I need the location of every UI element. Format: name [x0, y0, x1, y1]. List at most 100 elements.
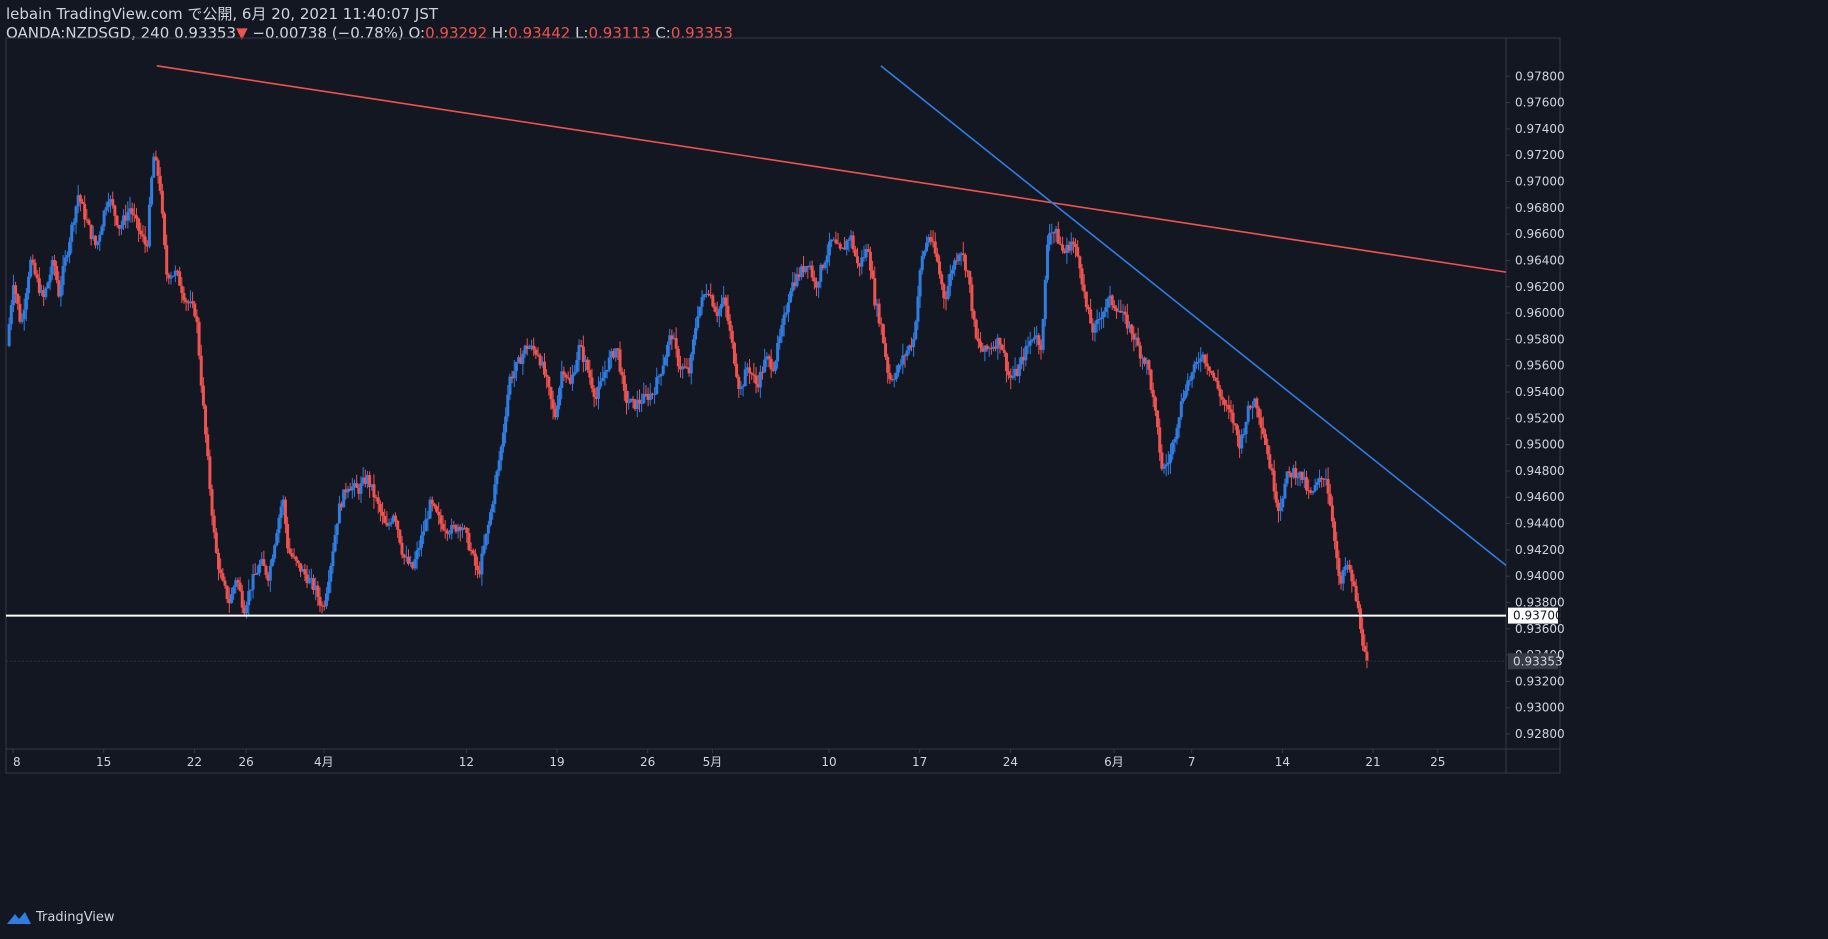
candle-down [1156, 410, 1160, 428]
candle-down [1361, 629, 1365, 646]
candle-down [549, 387, 553, 400]
candle-down [612, 351, 616, 358]
candle-up [668, 335, 672, 345]
candle-up [1283, 483, 1287, 499]
candle-down [368, 475, 372, 488]
candle-down [1037, 335, 1041, 346]
candle-down [761, 371, 765, 373]
candle-up [739, 387, 743, 389]
candle-down [625, 390, 629, 403]
candle-down [1235, 425, 1239, 436]
candle-up [24, 293, 28, 310]
candle-up [521, 353, 525, 364]
candle-down [536, 354, 540, 356]
candle-up [1181, 398, 1185, 402]
candle-up [1013, 368, 1017, 376]
candle-down [963, 255, 967, 271]
candle-down [1056, 228, 1060, 244]
candle-down [622, 375, 626, 391]
chart-axes [5, 37, 1561, 774]
y-tick-label: 0.93000 [1515, 701, 1565, 715]
candle-up [892, 379, 896, 381]
candle-up [504, 416, 508, 433]
candle-down [633, 399, 637, 410]
candle-down [814, 281, 818, 288]
candle-down [853, 249, 857, 257]
x-tick-label: 7 [1188, 755, 1196, 769]
candle-down [942, 284, 946, 299]
candle-up [128, 208, 132, 212]
candle-down [1115, 308, 1119, 312]
candle-down [588, 370, 592, 378]
candle-up [599, 381, 603, 387]
candle-up [845, 240, 849, 250]
candle-down [458, 526, 462, 531]
candle-up [575, 360, 579, 373]
candle-down [1337, 558, 1341, 577]
candle-up [493, 484, 497, 505]
candle-down [210, 489, 214, 516]
footer[interactable]: TradingView [6, 910, 115, 925]
candle-up [1026, 345, 1030, 347]
candle-down [348, 488, 352, 491]
candle-down [175, 270, 179, 272]
y-tick-label: 0.96000 [1515, 306, 1565, 320]
candle-down [726, 305, 730, 321]
candle-up [640, 403, 644, 405]
candle-up [1240, 434, 1244, 449]
candle-down [670, 335, 674, 340]
candle-down [132, 214, 136, 216]
candle-down [767, 356, 771, 359]
candle-down [214, 532, 218, 553]
candle-down [592, 388, 596, 397]
candle-down [1214, 377, 1218, 381]
candle-up [907, 345, 911, 351]
candle-down [1112, 305, 1116, 309]
candle-down [292, 556, 296, 558]
candle-down [1080, 268, 1084, 285]
y-tick-label: 0.95600 [1515, 359, 1565, 373]
candle-up [918, 270, 922, 297]
candle-down [1276, 502, 1280, 511]
candle-down [972, 311, 976, 320]
candle-up [245, 605, 249, 614]
candle-up [72, 222, 76, 225]
candle-up [627, 402, 631, 404]
candle-up [1246, 405, 1250, 422]
candle-down [35, 274, 39, 279]
candle-up [258, 564, 262, 573]
x-tick-label: 10 [821, 755, 836, 769]
candle-up [497, 460, 501, 472]
candle-down [909, 345, 913, 348]
candle-up [1285, 471, 1289, 484]
candle-up [1106, 298, 1110, 308]
candle-up [512, 371, 516, 379]
candle-down [227, 598, 231, 604]
candle-down [1348, 564, 1352, 570]
candle-up [422, 531, 426, 536]
candle-up [1099, 317, 1103, 320]
candle-down [439, 515, 443, 524]
candle-up [387, 523, 391, 526]
candle-up [527, 347, 531, 349]
candle-up [122, 215, 126, 226]
x-tick-label: 15 [96, 755, 111, 769]
candle-up [1343, 566, 1347, 570]
tradingview-logo-icon [7, 911, 31, 924]
candle-down [620, 371, 624, 376]
candle-down [87, 220, 91, 225]
candle-up [1311, 490, 1315, 493]
candle-up [147, 204, 151, 247]
candle-up [987, 347, 991, 350]
candle-up [1041, 318, 1045, 350]
candle-up [335, 523, 339, 535]
candle-down [1322, 478, 1326, 480]
y-tick-label: 0.95000 [1515, 438, 1565, 452]
candle-up [925, 242, 929, 252]
candle-up [419, 535, 423, 548]
candle-down [240, 590, 244, 608]
candle-down [1259, 417, 1263, 428]
candle-down [752, 374, 756, 376]
candle-down [903, 355, 907, 357]
